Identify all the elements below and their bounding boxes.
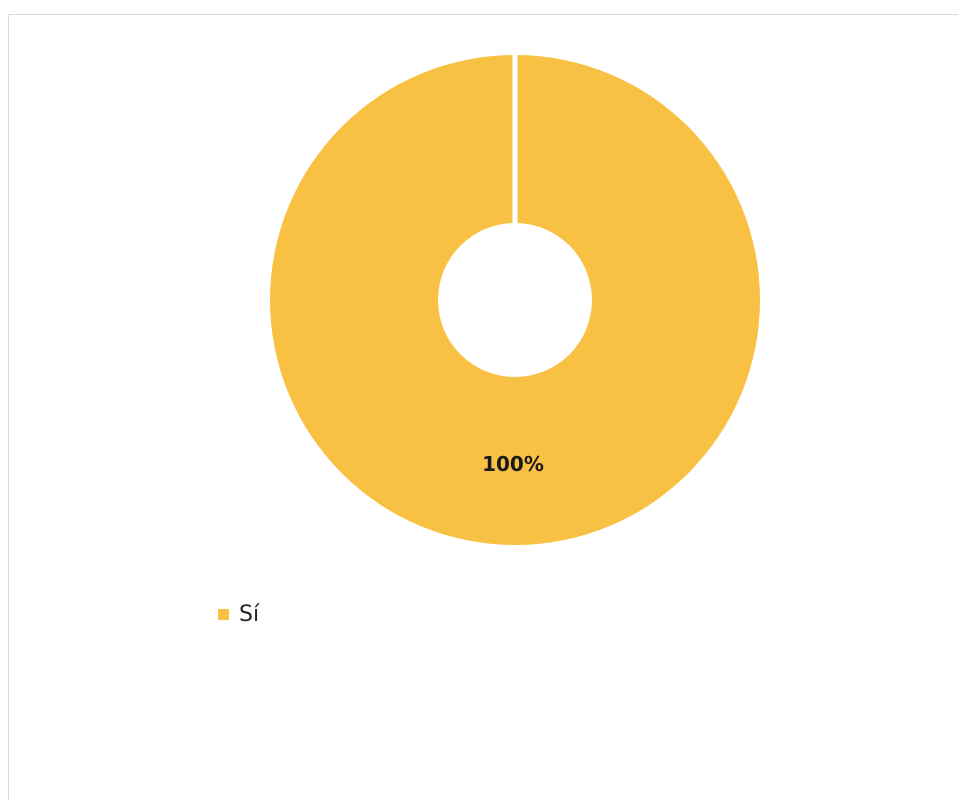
legend: Sí	[218, 602, 259, 627]
legend-swatch-si	[218, 609, 229, 620]
slice-0	[270, 55, 760, 545]
legend-label-si: Sí	[239, 602, 260, 627]
donut-slices	[270, 55, 760, 545]
data-label-si: 100%	[482, 452, 544, 476]
